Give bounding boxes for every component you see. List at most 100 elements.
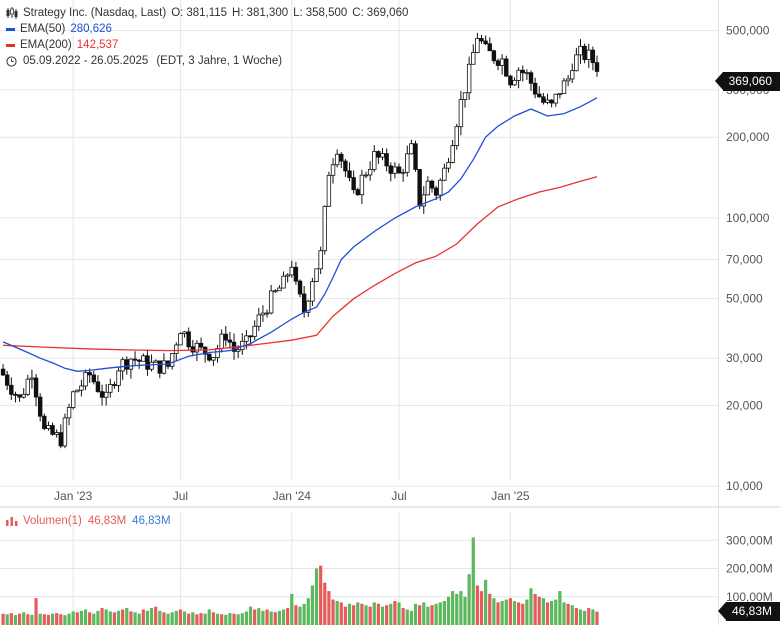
volume-bar bbox=[1, 613, 5, 625]
volume-bar bbox=[104, 609, 108, 625]
candle-body bbox=[50, 425, 55, 435]
clock-icon bbox=[6, 55, 17, 67]
ema200-value: 142,537 bbox=[76, 39, 119, 51]
volume-bar bbox=[335, 600, 339, 625]
volume-bar bbox=[145, 610, 150, 625]
price-tick-label: 10,000 bbox=[726, 479, 763, 493]
volume-bar bbox=[277, 610, 282, 625]
candle-body bbox=[9, 384, 14, 395]
candle-body bbox=[103, 391, 109, 398]
time-tick-label: Jan '25 bbox=[491, 489, 530, 503]
volume-bar bbox=[34, 598, 38, 625]
volume-bar bbox=[517, 602, 521, 625]
candle-body bbox=[116, 370, 121, 386]
volume-bar bbox=[273, 612, 277, 625]
volume-bar bbox=[232, 613, 236, 625]
candle-body bbox=[524, 72, 530, 75]
volume-bar bbox=[401, 608, 405, 625]
candle-body bbox=[351, 177, 356, 191]
candle-body bbox=[405, 153, 410, 173]
volume-bar bbox=[521, 603, 525, 625]
volume-bar bbox=[182, 611, 187, 625]
candle-body bbox=[359, 174, 365, 196]
candle-body bbox=[413, 143, 418, 170]
candle-body bbox=[252, 325, 257, 337]
ema50-label: EMA(50) bbox=[20, 23, 66, 35]
time-tick-label: Jan '24 bbox=[273, 489, 312, 503]
volume-bar bbox=[244, 611, 249, 625]
candle-body bbox=[578, 45, 583, 56]
candle-body bbox=[37, 396, 43, 417]
candle-body bbox=[462, 92, 468, 100]
volume-bar bbox=[566, 603, 570, 625]
candle-body bbox=[99, 391, 105, 398]
candle-body bbox=[297, 280, 303, 295]
volume-bar bbox=[257, 608, 261, 625]
high-label: H: bbox=[232, 7, 244, 19]
volume-bar bbox=[459, 591, 463, 625]
price-tick-label: 50,000 bbox=[726, 292, 763, 306]
volume-bar bbox=[327, 591, 331, 625]
volume-bar bbox=[298, 606, 302, 625]
candle-body bbox=[367, 168, 373, 176]
volume-bar bbox=[17, 613, 22, 625]
volume-bar bbox=[5, 614, 9, 625]
candle-body bbox=[281, 275, 286, 289]
volume-bar bbox=[339, 602, 343, 625]
candle-body bbox=[215, 348, 220, 358]
volume-bar bbox=[475, 585, 479, 625]
candle-body bbox=[458, 99, 464, 128]
volume-bar bbox=[207, 609, 211, 625]
volume-bar bbox=[220, 614, 224, 625]
date-range: 05.09.2022 - 26.05.2025 bbox=[23, 55, 149, 67]
volume-bar bbox=[55, 613, 59, 625]
volume-bar bbox=[133, 612, 137, 625]
volume-bar bbox=[141, 609, 145, 625]
candle-body bbox=[421, 194, 426, 207]
volume-bar bbox=[236, 614, 240, 625]
volume-bar bbox=[253, 609, 257, 625]
candle-body bbox=[574, 54, 579, 72]
volume-bar bbox=[496, 602, 500, 625]
volume-tick-label: 100,00M bbox=[726, 590, 773, 604]
candle-body bbox=[66, 407, 72, 419]
candle-body bbox=[557, 93, 563, 96]
volume-bar bbox=[463, 596, 467, 625]
volume-bar bbox=[376, 603, 380, 625]
volume-bar bbox=[409, 610, 413, 625]
volume-bar bbox=[397, 602, 401, 625]
candlestick-icon bbox=[6, 7, 18, 19]
candle-body bbox=[54, 432, 59, 435]
volume-bar bbox=[430, 605, 434, 625]
candle-body bbox=[537, 93, 542, 98]
candle-body bbox=[330, 164, 336, 176]
volume-bar bbox=[215, 613, 220, 625]
volume-bar bbox=[446, 596, 451, 625]
volume-bar bbox=[121, 609, 125, 625]
candle-body bbox=[190, 346, 195, 353]
volume-bar bbox=[405, 609, 409, 625]
volume-bar bbox=[352, 605, 356, 625]
candle-body bbox=[380, 153, 385, 158]
volume-bar bbox=[203, 613, 207, 625]
candle-body bbox=[582, 45, 587, 61]
volume-bar bbox=[149, 608, 154, 625]
candle-body bbox=[79, 385, 84, 391]
volume-bar bbox=[512, 600, 517, 625]
volume-bar bbox=[22, 612, 26, 625]
volume-bar bbox=[75, 612, 79, 625]
candle-body bbox=[58, 432, 64, 447]
open-label: O: bbox=[171, 7, 184, 19]
volume-bar bbox=[108, 611, 112, 625]
candle-body bbox=[590, 49, 596, 64]
legend-range-row: 05.09.2022 - 26.05.2025 (EDT, 3 Jahre, 1… bbox=[6, 53, 408, 69]
volume-bar bbox=[529, 588, 533, 625]
volume-bar bbox=[583, 610, 587, 625]
volume-bar bbox=[508, 598, 512, 625]
volume-value-red: 46,83M bbox=[87, 515, 127, 527]
volume-label: Volumen(1) bbox=[23, 515, 82, 527]
candle-body bbox=[466, 63, 472, 94]
volume-bar bbox=[191, 612, 195, 625]
candle-body bbox=[4, 374, 10, 386]
candle-body bbox=[235, 349, 241, 352]
